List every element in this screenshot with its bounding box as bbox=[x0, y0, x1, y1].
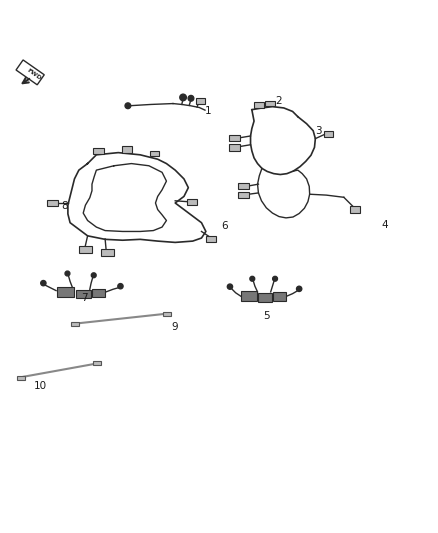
Bar bbox=[265, 101, 275, 107]
Bar bbox=[92, 289, 105, 297]
Bar bbox=[163, 312, 171, 316]
Text: 2: 2 bbox=[275, 96, 282, 106]
Circle shape bbox=[180, 94, 187, 101]
Circle shape bbox=[91, 273, 96, 278]
Bar bbox=[254, 102, 264, 108]
Bar bbox=[47, 200, 58, 206]
Bar bbox=[241, 292, 257, 301]
Bar bbox=[57, 287, 74, 297]
Bar bbox=[350, 206, 360, 213]
Text: 10: 10 bbox=[34, 381, 47, 391]
Circle shape bbox=[272, 276, 278, 281]
Bar bbox=[79, 246, 92, 253]
Bar bbox=[273, 292, 286, 301]
Bar bbox=[258, 293, 272, 302]
Circle shape bbox=[118, 284, 123, 289]
Text: 7: 7 bbox=[81, 293, 88, 303]
Circle shape bbox=[125, 103, 131, 109]
Bar bbox=[206, 237, 216, 242]
Circle shape bbox=[188, 95, 194, 101]
Text: 9: 9 bbox=[171, 322, 178, 332]
Bar bbox=[121, 147, 132, 152]
Text: 4: 4 bbox=[381, 220, 388, 230]
Bar bbox=[150, 151, 159, 156]
Circle shape bbox=[227, 284, 233, 289]
Bar bbox=[229, 144, 240, 151]
Bar bbox=[93, 148, 104, 155]
Circle shape bbox=[250, 276, 255, 281]
Bar bbox=[101, 249, 114, 256]
Text: 6: 6 bbox=[221, 221, 228, 231]
Text: FWD: FWD bbox=[26, 68, 42, 82]
Bar bbox=[238, 191, 249, 198]
Bar bbox=[71, 322, 79, 326]
Circle shape bbox=[297, 286, 302, 292]
Bar bbox=[229, 135, 240, 141]
Bar bbox=[238, 183, 249, 189]
Text: 5: 5 bbox=[263, 311, 270, 320]
Bar bbox=[187, 199, 197, 205]
Bar bbox=[196, 98, 205, 103]
Circle shape bbox=[41, 280, 46, 286]
Bar bbox=[75, 290, 91, 298]
FancyBboxPatch shape bbox=[16, 60, 44, 85]
Bar bbox=[324, 131, 333, 136]
Bar bbox=[17, 376, 25, 380]
Text: 1: 1 bbox=[205, 106, 212, 116]
Circle shape bbox=[65, 271, 70, 276]
Text: 8: 8 bbox=[61, 201, 68, 211]
Text: 3: 3 bbox=[315, 126, 322, 136]
Bar bbox=[93, 361, 101, 366]
